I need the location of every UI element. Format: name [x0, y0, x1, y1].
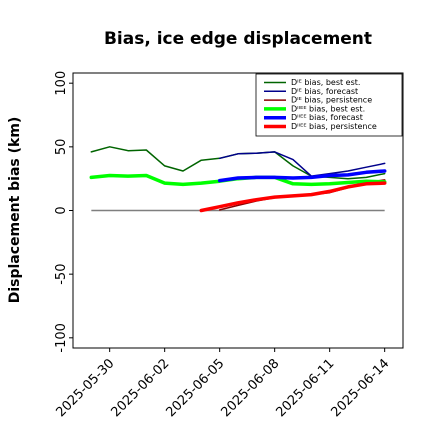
legend-entry: Dᴵᴱ bias, forecast: [291, 87, 358, 96]
series-line-2: [218, 151, 386, 177]
plot-frame: [72, 72, 404, 349]
legend: Dᴵᴱ bias, best est.Dᴵᴱ bias, forecastDᴵᴱ…: [255, 73, 403, 137]
series-line-6: [199, 181, 387, 213]
x-tick-label: 2025-06-08: [218, 356, 282, 420]
legend-entry: Dᴵᴱ bias, persistence: [291, 96, 372, 105]
x-tick-label: 2025-06-02: [108, 356, 172, 420]
x-tick-label: 2025-05-30: [53, 356, 117, 420]
x-tick-label: 2025-06-11: [273, 356, 337, 420]
chart-title: Bias, ice edge displacement: [104, 29, 372, 49]
series-layer: [89, 146, 387, 213]
legend-entry: Dᴵᴵᴱᴱ bias, persistence: [291, 122, 377, 131]
y-tick-label: 100: [54, 71, 69, 96]
legend-entry: Dᴵᴵᴱᴱ bias, forecast: [291, 113, 363, 122]
x-tick-label: 2025-06-14: [328, 356, 392, 420]
y-tick-label: -100: [54, 323, 69, 353]
y-axis-label: Displacement bias (km): [7, 117, 23, 304]
y-tick-label: 0: [54, 206, 69, 214]
legend-entry: Dᴵᴱ bias, best est.: [291, 78, 360, 87]
series-line-5: [217, 169, 387, 183]
legend-entry: Dᴵᴵᴱᴱ bias, best est.: [291, 104, 365, 113]
y-tick-label: -50: [54, 264, 69, 285]
y-tick-label: 50: [54, 139, 69, 156]
x-tick-label: 2025-06-05: [163, 356, 227, 420]
